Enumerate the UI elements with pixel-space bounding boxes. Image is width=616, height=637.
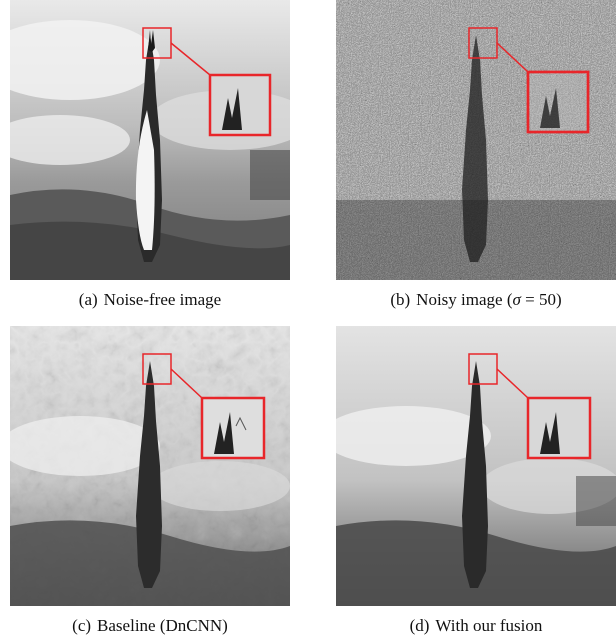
caption-a: (a) Noise-free image [10,290,290,310]
caption-d-text: With our fusion [435,616,543,635]
caption-d-label: (d) [409,616,430,635]
baseline-image [10,326,290,606]
penguin-image-noisy [336,0,616,280]
penguin-image-baseline [10,326,290,606]
caption-b-suffix: = 50) [520,290,562,309]
caption-a-text: Noise-free image [103,290,222,309]
caption-b-label: (b) [390,290,411,309]
fusion-image [336,326,616,606]
caption-b: (b) Noisy image (σ = 50) [336,290,616,310]
caption-a-label: (a) [78,290,98,309]
noise-free-image [10,0,290,280]
caption-c-label: (c) [72,616,92,635]
caption-b-text: Noisy image ( [416,290,513,309]
penguin-image-clean [10,0,290,280]
caption-c-text: Baseline (DnCNN) [97,616,228,635]
caption-b-sigma: σ [512,290,521,309]
penguin-image-fusion [336,326,616,606]
noisy-image [336,0,616,280]
caption-d: (d) With our fusion [336,616,616,636]
caption-c: (c) Baseline (DnCNN) [10,616,290,636]
